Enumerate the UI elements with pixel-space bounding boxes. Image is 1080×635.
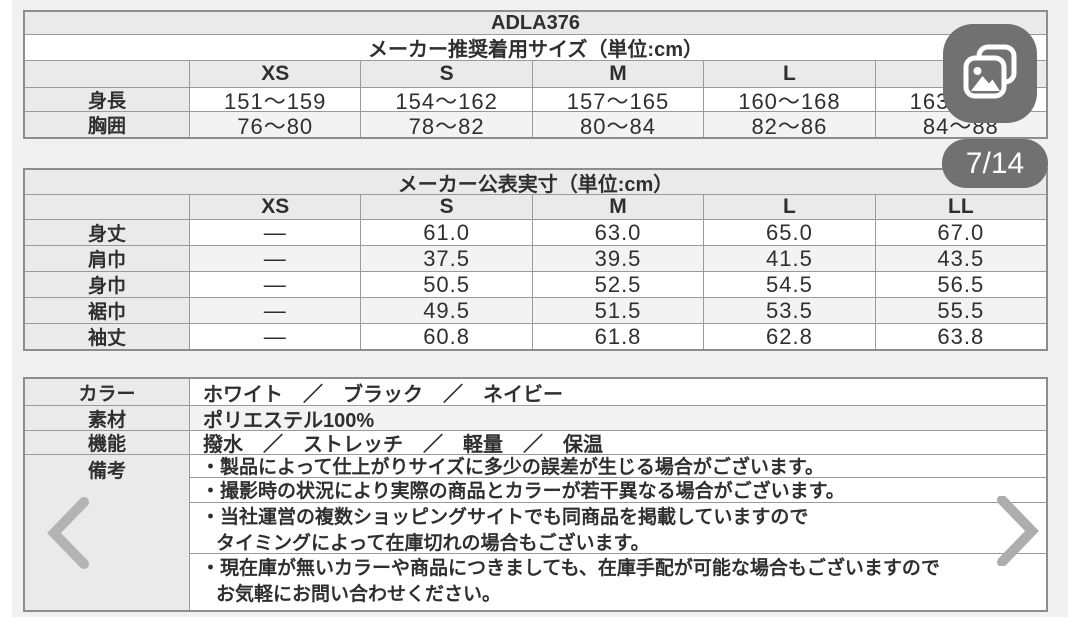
chevron-right-icon (996, 495, 1040, 570)
column-header-s: S (360, 61, 532, 87)
actual-size-table: メーカー公表実寸（単位:cm） XS S M L LL 身丈 — 61.0 63… (23, 168, 1048, 351)
row-label: 身長 (25, 88, 189, 111)
cell-value: 65.0 (703, 220, 874, 245)
column-header-xs: XS (189, 61, 361, 87)
cell-value: 43.5 (874, 246, 1047, 271)
function-value: 撥水 ／ ストレッチ ／ 軽量 ／ 保温 (189, 431, 1046, 454)
table-row: 身巾 — 50.5 52.5 54.5 56.5 (25, 271, 1046, 297)
page-indicator-text: 7/14 (965, 146, 1025, 180)
previous-image-button[interactable] (44, 497, 92, 574)
cell-value: — (189, 272, 360, 297)
cell-value: — (189, 298, 361, 323)
cell-value: 39.5 (531, 246, 704, 271)
cell-value: 56.5 (874, 272, 1046, 297)
color-value: ホワイト ／ ブラック ／ ネイビー (189, 379, 1046, 405)
note-item: ・現在庫が無いカラーや商品につきましても、在庫手配が可能な場合もございますので … (190, 553, 1046, 610)
column-header-l: L (703, 195, 875, 219)
notes-list: ・製品によって仕上がりサイズに多少の誤差が生じる場合がございます。 ・撮影時の状… (189, 455, 1046, 610)
cell-value: 37.5 (360, 246, 532, 271)
cell-value: 160～168 (703, 88, 874, 111)
corner-cell (25, 61, 189, 87)
cell-value: 51.5 (531, 298, 704, 323)
cell-value: 61.8 (531, 324, 703, 349)
row-label-material: 素材 (25, 406, 189, 430)
corner-cell (25, 195, 189, 219)
details-table: カラー ホワイト ／ ブラック ／ ネイビー 素材 ポリエステル100% 機能 … (23, 377, 1048, 612)
cell-value: 55.5 (874, 298, 1047, 323)
table-row: 素材 ポリエステル100% (25, 405, 1046, 430)
row-label: 身巾 (25, 272, 189, 297)
chevron-left-icon (44, 497, 92, 573)
cell-value: — (189, 324, 360, 349)
table-row: 袖丈 — 60.8 61.8 62.8 63.8 (25, 323, 1046, 349)
table-row: 身丈 — 61.0 63.0 65.0 67.0 (25, 219, 1046, 245)
gallery-button[interactable] (943, 24, 1037, 123)
table-row: 胸囲 76～80 78～82 80～84 82～86 84～88 (25, 111, 1047, 137)
row-label: 身丈 (25, 220, 189, 245)
product-code: ADLA376 (491, 12, 580, 34)
note-item: ・当社運営の複数ショッピングサイトでも同商品を掲載していますので タイミングによ… (190, 501, 1046, 553)
cell-value: 60.8 (360, 324, 531, 349)
cell-value: 80～84 (531, 112, 704, 137)
column-header-s: S (360, 195, 532, 219)
cell-value: 53.5 (703, 298, 875, 323)
table-row: 機能 撥水 ／ ストレッチ ／ 軽量 ／ 保温 (25, 430, 1046, 454)
cell-value: 78～82 (360, 112, 532, 137)
cell-value: 61.0 (360, 220, 531, 245)
note-item: ・撮影時の状況により実際の商品とカラーが若干異なる場合がございます。 (190, 476, 1046, 502)
cell-value: 50.5 (360, 272, 531, 297)
row-label: 裾巾 (25, 298, 189, 323)
column-header-ll: LL (874, 195, 1047, 219)
cell-value: 154～162 (360, 88, 531, 111)
photos-stack-icon (962, 43, 1018, 104)
recommended-size-table: ADLA376 メーカー推奨着用サイズ（単位:cm） XS S M L LL 身… (23, 10, 1048, 139)
cell-value: 67.0 (874, 220, 1046, 245)
table-row: 裾巾 — 49.5 51.5 53.5 55.5 (25, 297, 1047, 323)
cell-value: 151～159 (189, 88, 360, 111)
cell-value: 54.5 (703, 272, 874, 297)
notes-row: 備考 ・製品によって仕上がりサイズに多少の誤差が生じる場合がございます。 ・撮影… (25, 454, 1046, 610)
cell-value: 63.0 (531, 220, 703, 245)
row-label-color: カラー (25, 379, 189, 405)
note-item: ・製品によって仕上がりサイズに多少の誤差が生じる場合がございます。 (201, 457, 825, 477)
table-row: 身長 151～159 154～162 157～165 160～168 163～1… (25, 87, 1046, 111)
cell-value: 76～80 (189, 112, 361, 137)
row-label-function: 機能 (25, 431, 189, 454)
cell-value: 62.8 (703, 324, 874, 349)
column-header-m: M (531, 61, 704, 87)
recommended-size-table-title: メーカー推奨着用サイズ（単位:cm） (368, 39, 703, 60)
table-row: カラー ホワイト ／ ブラック ／ ネイビー (25, 379, 1046, 405)
next-image-button[interactable] (996, 495, 1040, 571)
cell-value: 49.5 (360, 298, 532, 323)
image-page-indicator: 7/14 (942, 139, 1048, 188)
cell-value: 63.8 (874, 324, 1046, 349)
actual-size-table-title: メーカー公表実寸（単位:cm） (397, 173, 674, 195)
material-value: ポリエステル100% (189, 406, 1046, 430)
cell-value: 157～165 (531, 88, 703, 111)
column-header-m: M (531, 195, 704, 219)
row-label: 袖丈 (25, 324, 189, 349)
cell-value: 52.5 (531, 272, 703, 297)
cell-value: 41.5 (703, 246, 875, 271)
row-label: 肩巾 (25, 246, 189, 271)
column-header-xs: XS (189, 195, 361, 219)
column-header-l: L (703, 61, 875, 87)
cell-value: 82～86 (703, 112, 875, 137)
row-label: 胸囲 (25, 112, 189, 137)
cell-value: — (189, 246, 361, 271)
table-row: 肩巾 — 37.5 39.5 41.5 43.5 (25, 245, 1047, 271)
cell-value: — (189, 220, 360, 245)
